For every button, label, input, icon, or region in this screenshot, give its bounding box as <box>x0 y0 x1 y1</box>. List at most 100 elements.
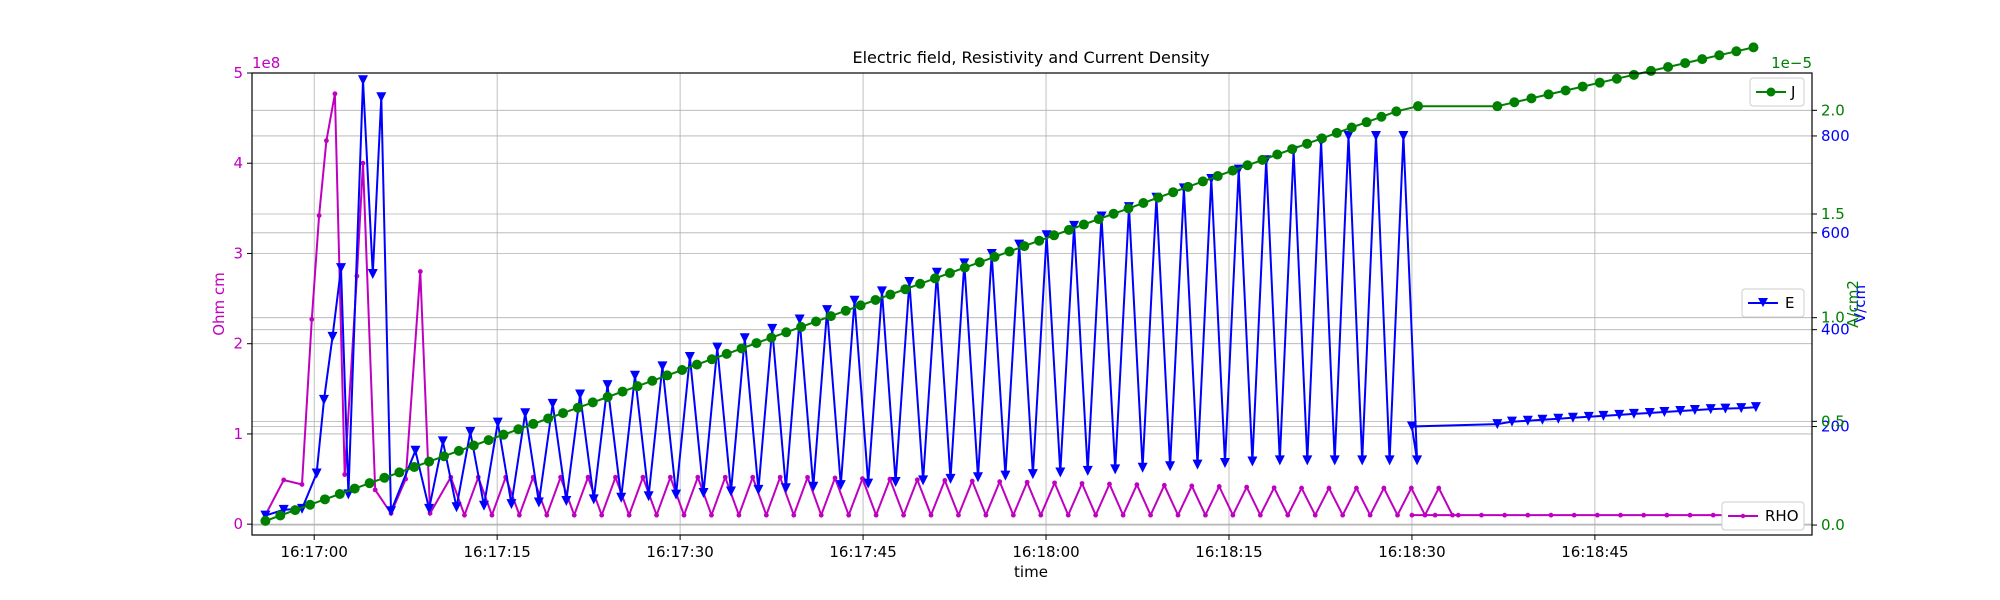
j-point <box>796 321 807 332</box>
x-tick-label: 16:17:15 <box>463 543 530 561</box>
j-point <box>468 440 479 451</box>
rho-point <box>1436 485 1442 491</box>
j-tick-label: 0.0 <box>1821 516 1845 534</box>
j-axis-label: A/cm2 <box>1844 280 1862 328</box>
j-point <box>394 467 405 478</box>
rho-point <box>1687 512 1693 518</box>
e-point <box>1720 403 1731 414</box>
rho-point <box>681 512 687 518</box>
e-point <box>1302 455 1313 466</box>
j-point <box>1302 138 1313 149</box>
rho-point <box>626 512 632 518</box>
e-point <box>918 475 929 486</box>
j-point <box>1019 241 1030 252</box>
e-point <box>1644 407 1655 418</box>
e-point <box>424 503 435 514</box>
e-point <box>835 480 846 491</box>
rho-point <box>763 512 769 518</box>
j-point <box>691 359 702 370</box>
e-point <box>753 484 764 495</box>
e-point <box>712 342 723 353</box>
rho-point <box>860 476 865 481</box>
j-point <box>1748 42 1759 53</box>
e-point <box>1659 406 1670 417</box>
rho-tick-label: 0 <box>233 515 243 533</box>
j-point <box>543 413 554 424</box>
j-point <box>319 494 330 505</box>
j-point <box>1391 106 1402 117</box>
rho-point <box>1571 512 1577 518</box>
j-point <box>1611 73 1622 84</box>
e-point <box>931 267 942 278</box>
j-point <box>781 327 792 338</box>
e-point <box>780 483 791 494</box>
rho-point <box>599 512 605 518</box>
j-point <box>453 445 464 456</box>
j-point <box>1257 154 1268 165</box>
e-tick-label: 400 <box>1821 321 1850 339</box>
rho-point <box>1525 512 1531 518</box>
rho-point <box>832 475 838 481</box>
j-point <box>1004 246 1015 257</box>
j-point <box>409 462 420 473</box>
rho-point <box>372 487 378 493</box>
j-point <box>1242 160 1253 171</box>
j-point <box>1492 101 1503 112</box>
x-tick-label: 16:17:00 <box>281 543 348 561</box>
rho-point <box>1134 482 1140 488</box>
rho-point <box>281 477 287 483</box>
axes-frame <box>251 72 1813 536</box>
j-point <box>1034 235 1045 246</box>
rho-point <box>736 512 742 518</box>
rho-point <box>901 512 906 518</box>
e-point <box>1675 406 1686 417</box>
rho-point <box>1594 512 1600 518</box>
j-point <box>1063 224 1074 235</box>
j-point <box>766 332 777 343</box>
rho-point <box>1010 512 1016 518</box>
e-point <box>492 417 503 428</box>
rho-point <box>1065 512 1071 518</box>
rho-point <box>571 512 577 518</box>
rho-point <box>1422 512 1428 518</box>
e-point <box>547 398 558 409</box>
j-tick-label: 2.0 <box>1821 101 1845 119</box>
j-point <box>349 483 360 494</box>
e-point <box>1384 455 1395 466</box>
rho-point <box>1203 512 1208 518</box>
e-point <box>1583 411 1594 422</box>
x-axis-label: time <box>1014 563 1048 581</box>
e-point <box>643 491 654 502</box>
e-tick-label: 200 <box>1821 418 1850 436</box>
rho-point <box>1312 512 1318 518</box>
rho-point <box>1326 485 1332 491</box>
axes: 16:17:00 16:17:15 16:17:30 16:17:45 16:18:00… <box>233 64 1849 561</box>
rho-point <box>722 474 728 480</box>
j-point <box>974 257 985 268</box>
e-point <box>376 92 387 103</box>
j-point <box>721 348 732 359</box>
j-point <box>900 284 911 295</box>
j-point <box>1628 69 1639 80</box>
e-point <box>684 352 695 363</box>
rho-point <box>914 477 920 483</box>
e-point <box>1082 465 1093 476</box>
j-scale-label: 1e−5 <box>1771 54 1812 72</box>
e-point <box>1506 416 1517 427</box>
e-point <box>386 506 397 517</box>
e-line <box>265 80 1756 517</box>
j-point <box>840 305 851 316</box>
e-point <box>465 426 476 437</box>
e-point <box>1055 467 1066 478</box>
rho-point <box>1618 512 1623 518</box>
j-point <box>1697 54 1708 65</box>
rho-point <box>1052 480 1057 486</box>
j-point <box>1123 203 1134 214</box>
rho-point <box>1395 512 1400 518</box>
rho-point <box>1299 485 1304 491</box>
rho-point <box>1408 485 1414 491</box>
j-point <box>1227 165 1238 176</box>
j-point <box>1509 97 1520 108</box>
e-point <box>945 473 956 484</box>
